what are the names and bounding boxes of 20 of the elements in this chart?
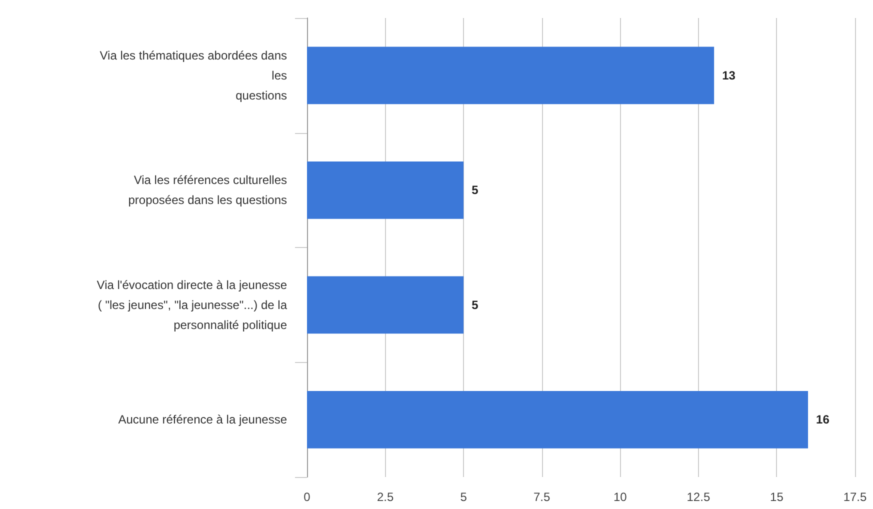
x-tick-label: 7.5 [534,490,551,504]
x-tick-label: 12.5 [686,490,710,504]
x-tick-label: 17.5 [843,490,867,504]
bar [307,390,808,448]
bar [307,276,464,334]
data-label: 5 [472,183,479,198]
y-tick-label: Via les thématiques abordées dans les questions [100,48,287,102]
bar [307,161,464,219]
x-tick-label: 5 [460,490,468,504]
y-tick-label: Via l'évocation directe à la jeunesse ( "les jeunes", "la jeunesse"...) de la personnalité politique [96,278,288,332]
x-tick-label: 2.5 [376,490,394,504]
bar [307,46,714,104]
data-label: 16 [816,412,830,427]
data-label: 5 [472,298,479,312]
x-tick-label: 10 [613,490,628,504]
data-label: 13 [722,68,736,82]
y-tick-label: Via les références culturelles proposées dans les questions [128,173,287,208]
y-tick-label: Aucune référence à la jeunesse [118,412,288,427]
x-tick-label: 0 [304,490,311,504]
x-tick-label: 15 [770,490,784,504]
